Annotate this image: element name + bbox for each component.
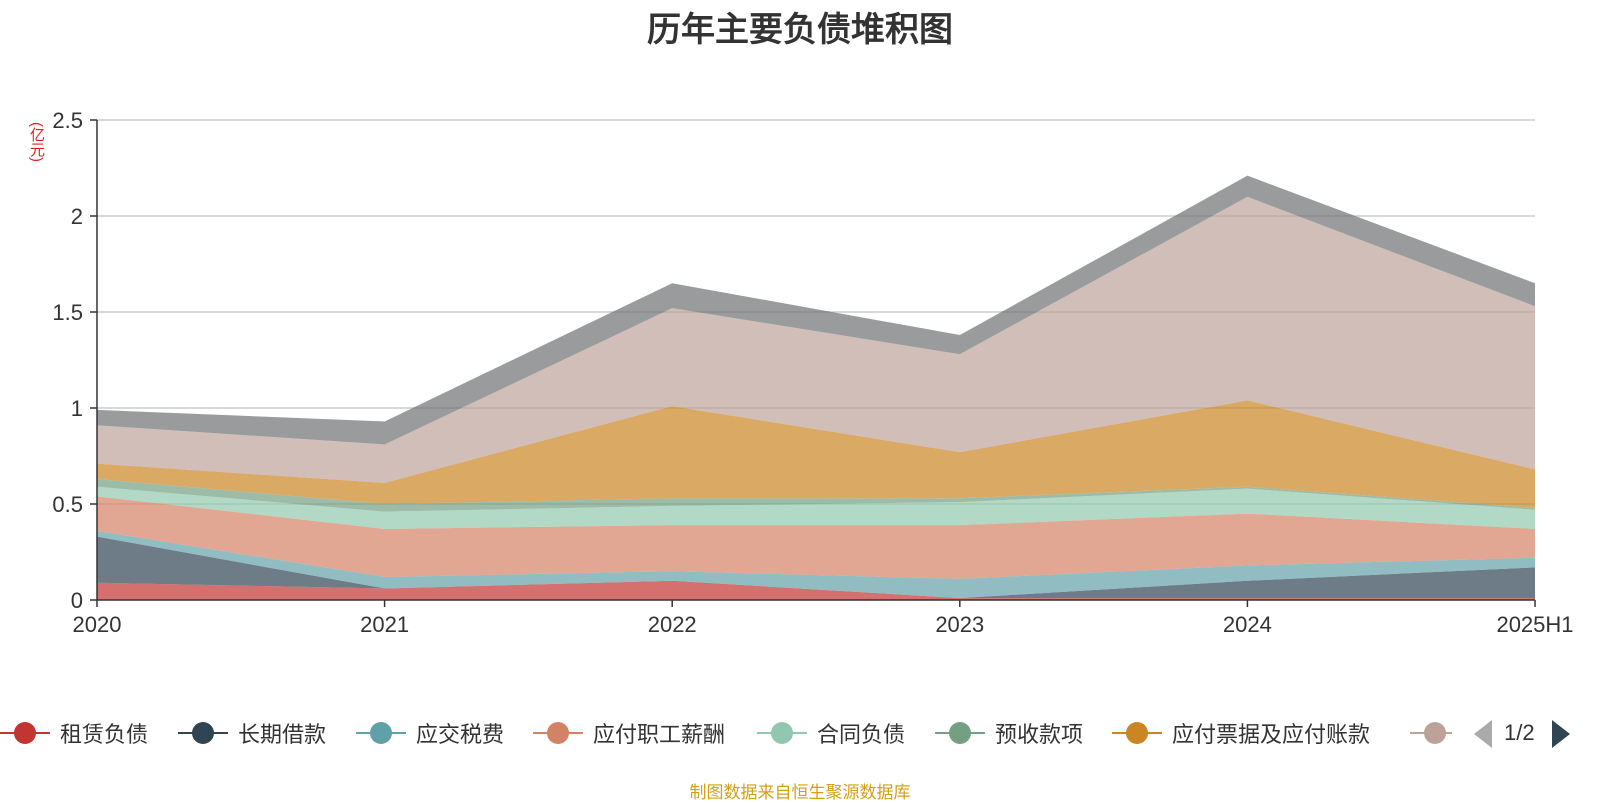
legend-marker-icon: [1112, 716, 1162, 750]
legend: 租赁负债 长期借款 应交税费 应付职工薪酬 合同负债 预收款项 应付票据及应付账款 短期借款: [0, 716, 1600, 750]
legend-items: 租赁负债 长期借款 应交税费 应付职工薪酬 合同负债 预收款项 应付票据及应付账款 短期借款: [0, 716, 1452, 750]
legend-item[interactable]: 长期借款: [178, 716, 326, 750]
legend-marker-icon: [1410, 716, 1452, 750]
legend-marker-icon: [757, 716, 807, 750]
y-tick-label: 0.5: [52, 492, 83, 517]
legend-page-indicator: 1/2: [1504, 720, 1535, 745]
legend-marker-icon: [178, 716, 228, 750]
series-2-area: [97, 530, 1535, 599]
series-6-area: [97, 400, 1535, 508]
y-tick-label: 1.5: [52, 300, 83, 325]
x-tick-label: 2021: [360, 612, 409, 637]
legend-marker-icon: [533, 716, 583, 750]
series-8-area: [97, 175, 1535, 445]
x-tick-label: 2022: [648, 612, 697, 637]
x-tick-label: 2020: [73, 612, 122, 637]
x-tick-label: 2023: [935, 612, 984, 637]
y-axis-unit: (亿元): [28, 122, 45, 162]
series-4-area: [97, 486, 1535, 529]
series-7-area: [97, 196, 1535, 483]
y-tick-label: 1: [71, 396, 83, 421]
legend-item-label: 预收款项: [995, 722, 1084, 747]
legend-item-label: 租赁负债: [60, 722, 149, 747]
chart-title: 历年主要负债堆积图: [647, 11, 953, 49]
y-tick-label: 2.5: [52, 108, 83, 133]
legend-item-label: 应付票据及应付账款: [1172, 722, 1371, 747]
legend-item-label: 合同负债: [817, 722, 906, 747]
legend-item[interactable]: 合同负债: [757, 716, 905, 750]
legend-item-label: 应付职工薪酬: [593, 722, 726, 747]
legend-item-label: 长期借款: [238, 722, 327, 747]
series-3-area: [97, 496, 1535, 579]
legend-item[interactable]: 应交税费: [356, 716, 504, 750]
legend-marker-icon: [0, 716, 50, 750]
legend-item[interactable]: 租赁负债: [0, 716, 148, 750]
chart-plot: 0 0.5 1 1.5 2 2.5 2020 2021 2022 2023 2024 2025H1: [52, 108, 1573, 637]
y-tick-label: 0: [71, 588, 83, 613]
series-5-area: [97, 479, 1535, 512]
legend-item-label: 应交税费: [416, 722, 505, 747]
data-source-note: 制图数据来自恒生聚源数据库: [689, 783, 911, 802]
legend-next-page-button[interactable]: [1552, 720, 1570, 748]
legend-item[interactable]: 预收款项: [935, 716, 1083, 750]
y-tick-label: 2: [71, 204, 83, 229]
legend-marker-icon: [935, 716, 985, 750]
x-tick-label: 2025H1: [1496, 612, 1573, 637]
legend-pager: 1/2: [1474, 716, 1594, 750]
series-0-area: [97, 580, 1535, 600]
legend-item[interactable]: 短期借款: [1410, 716, 1452, 750]
series-1-area: [97, 536, 1535, 599]
legend-item[interactable]: 应付职工薪酬: [533, 716, 725, 750]
x-tick-label: 2024: [1223, 612, 1272, 637]
legend-prev-page-button[interactable]: [1474, 720, 1492, 748]
legend-item[interactable]: 应付票据及应付账款: [1112, 716, 1370, 750]
legend-marker-icon: [356, 716, 406, 750]
